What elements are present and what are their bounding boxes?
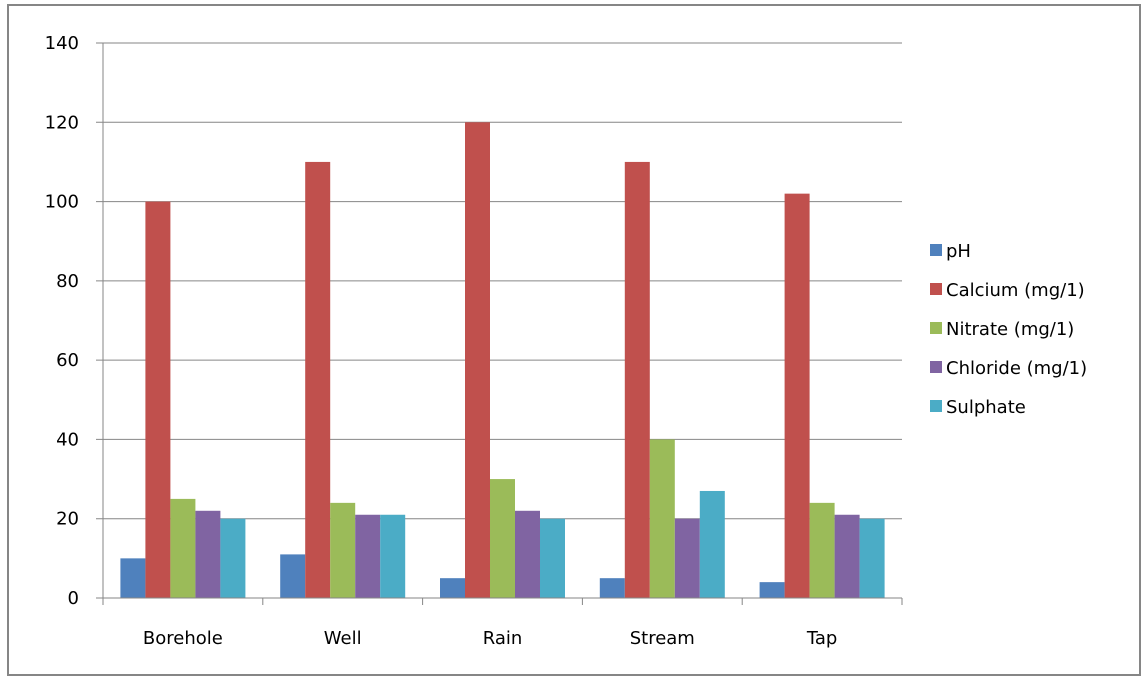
y-axis-tick-labels: 0 20 40 60 80 100 120 140 [45,33,79,609]
legend-label: pH [946,241,971,262]
chart-frame: 0 20 40 60 80 100 120 140 Borehole Well Rain Strea… [7,4,1141,676]
bar-well-3 [330,502,356,598]
bar-tap-4 [834,514,860,598]
x-tick-label: Well [324,628,362,649]
bar-rain-2 [465,122,490,599]
bar-tap-3 [809,502,835,598]
legend-swatch [930,361,942,373]
x-tick-label: Stream [630,628,695,649]
legend-swatch [930,322,942,334]
x-tick-label: Rain [483,628,523,649]
bar-rain-3 [490,479,515,598]
bar-well-4 [355,514,381,598]
y-tick-label: 100 [45,192,79,213]
bar-stream-2 [624,161,650,598]
bar-borehole-4 [195,510,221,598]
legend-label: Calcium (mg/1) [946,280,1085,301]
bar-tap-5 [859,518,885,598]
bar-stream-4 [674,518,700,598]
y-tick-label: 80 [56,271,79,292]
legend-label: Sulphate [946,397,1026,418]
legend-swatch [930,400,942,412]
bar-borehole-2 [145,201,171,599]
bar-stream-1 [599,578,625,598]
x-axis-tick-labels: Borehole Well Rain Stream Tap [143,628,837,649]
bar-chart: 0 20 40 60 80 100 120 140 Borehole Well Rain Strea… [45,33,1088,649]
x-tick-label: Borehole [143,628,223,649]
bar-borehole-1 [120,558,146,598]
bars [120,122,885,599]
y-tick-label: 40 [56,429,79,450]
y-tick-label: 120 [45,112,79,133]
bar-rain-5 [540,518,565,598]
x-tick-label: Tap [806,628,837,649]
bar-well-5 [380,514,406,598]
bar-stream-5 [699,490,725,598]
axes [102,43,903,605]
y-tick-label: 60 [56,350,79,371]
y-tick-label: 140 [45,33,79,54]
y-tick-label: 20 [56,509,79,530]
bar-tap-1 [759,582,785,598]
legend: pH Calcium (mg/1) Nitrate (mg/1) Chloride (… [930,241,1087,418]
legend-label: Nitrate (mg/1) [946,319,1074,340]
bar-borehole-3 [170,498,196,598]
legend-label: Chloride (mg/1) [946,358,1087,379]
bar-well-1 [280,554,306,598]
bar-rain-1 [440,578,465,598]
bar-well-2 [305,161,331,598]
legend-swatch [930,244,942,256]
y-tick-label: 0 [68,588,79,609]
bar-rain-4 [515,510,540,598]
bar-stream-3 [649,439,675,598]
legend-swatch [930,283,942,295]
bar-borehole-5 [220,518,246,598]
bar-tap-2 [784,193,810,598]
